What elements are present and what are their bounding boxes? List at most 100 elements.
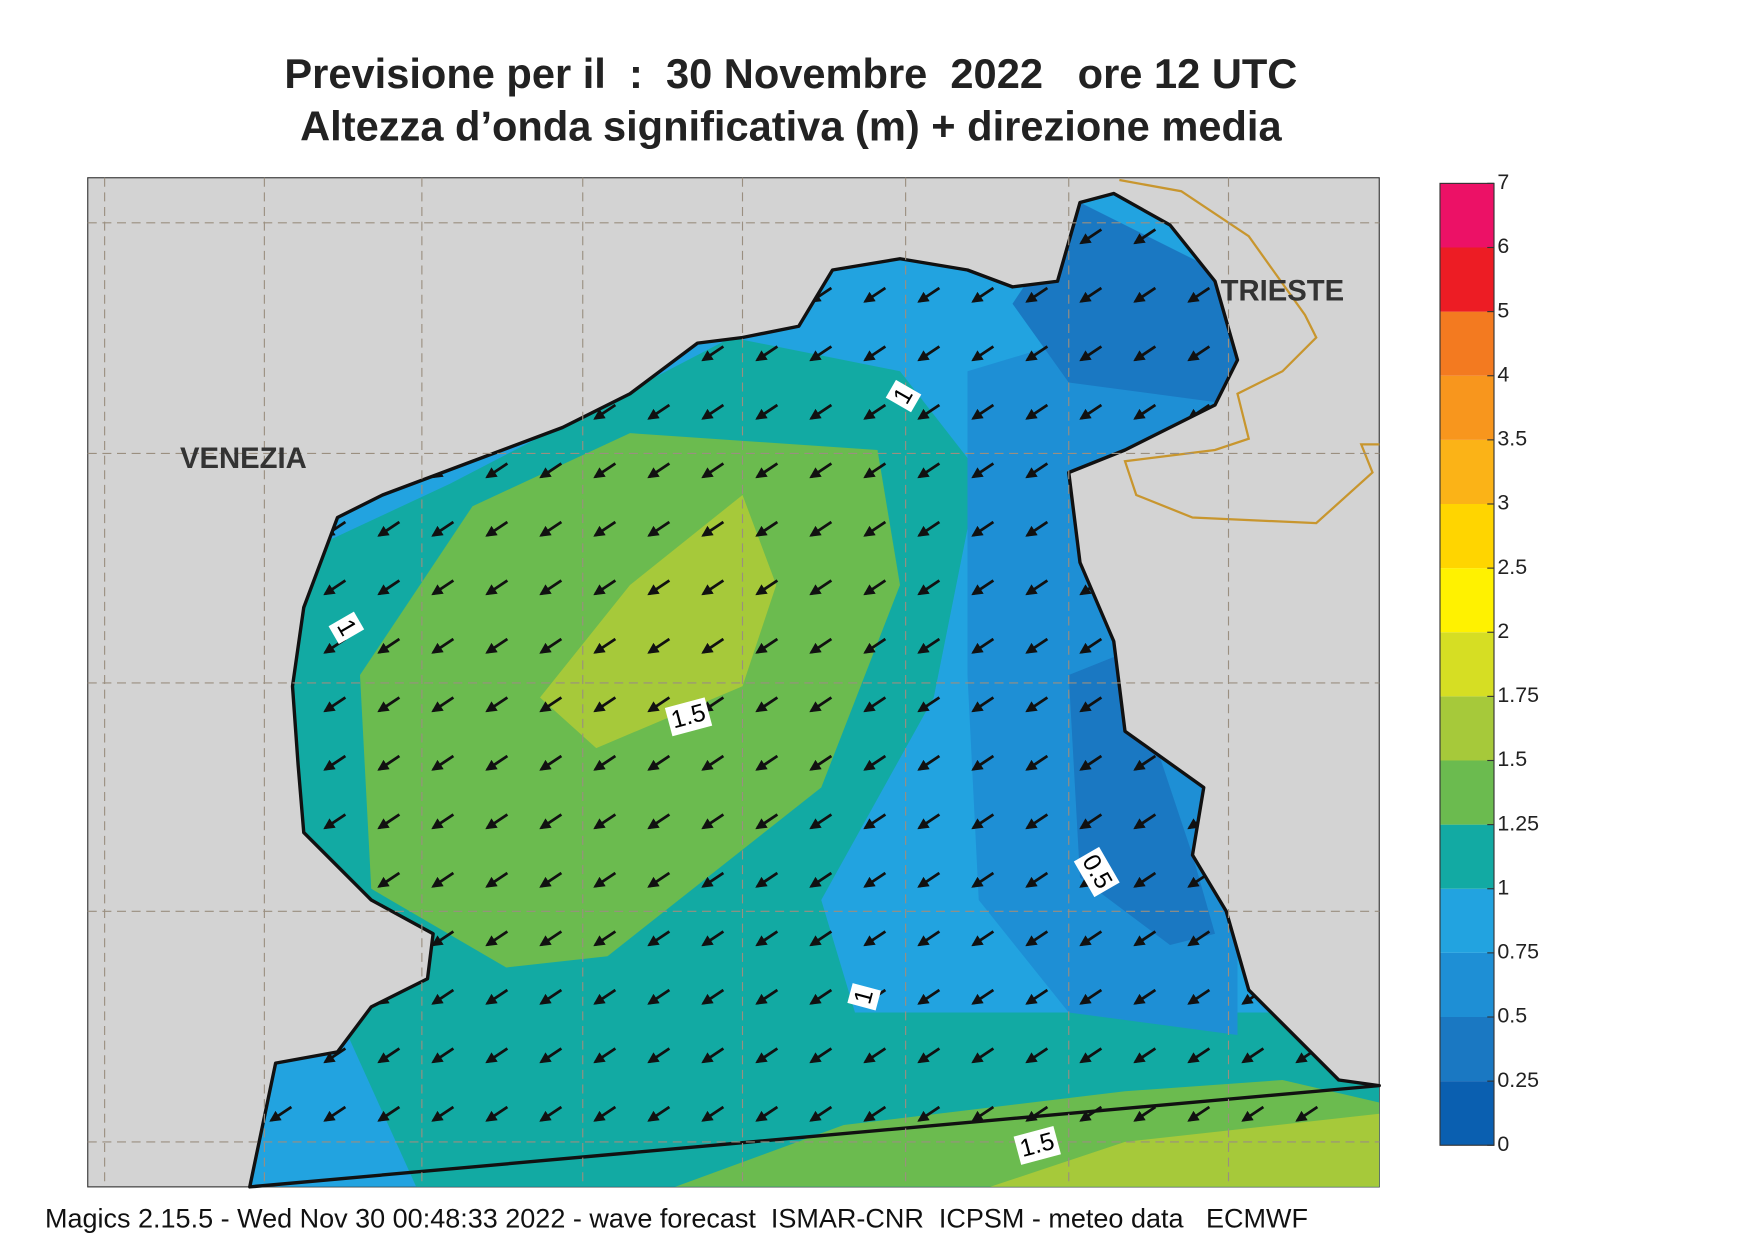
- direction-arrow: [755, 871, 779, 888]
- colorbar-label: 7: [1497, 170, 1509, 194]
- colorbar-label: 0.75: [1497, 940, 1539, 964]
- colorbar-band: [1440, 1017, 1494, 1082]
- direction-arrow: [539, 754, 563, 771]
- colorbar-label: 5: [1497, 298, 1509, 322]
- colorbar-band: [1440, 952, 1494, 1017]
- direction-arrow: [1133, 754, 1157, 771]
- direction-arrow: [1133, 930, 1157, 947]
- direction-arrow: [377, 813, 401, 830]
- contour-label: 1: [847, 983, 881, 1011]
- direction-arrow: [647, 403, 671, 420]
- direction-arrow: [971, 871, 995, 888]
- direction-arrow: [755, 520, 779, 537]
- direction-arrow: [1025, 871, 1049, 888]
- colorbar-label: 1.25: [1497, 811, 1539, 835]
- zone: [540, 495, 777, 749]
- zone: [990, 1113, 1380, 1187]
- label-box: [1073, 846, 1120, 898]
- direction-arrow: [539, 579, 563, 596]
- direction-arrow: [1133, 1105, 1157, 1122]
- colorbar-band: [1440, 247, 1494, 312]
- direction-arrow: [1133, 871, 1157, 888]
- direction-arrow: [701, 1047, 725, 1064]
- direction-arrow: [647, 988, 671, 1005]
- direction-arrow: [593, 988, 617, 1005]
- colorbar-label: 3: [1497, 491, 1509, 515]
- direction-arrow: [485, 520, 509, 537]
- direction-arrow: [1025, 696, 1049, 713]
- graticule: [87, 177, 1380, 1187]
- direction-arrow: [917, 286, 941, 303]
- direction-arrow: [1133, 988, 1157, 1005]
- direction-arrow: [917, 988, 941, 1005]
- direction-arrow: [485, 1047, 509, 1064]
- direction-arrow: [1187, 930, 1211, 947]
- direction-arrow: [971, 345, 995, 362]
- colorbar-band: [1440, 568, 1494, 633]
- direction-arrow: [1079, 1047, 1103, 1064]
- direction-arrow: [971, 462, 995, 479]
- direction-arrow: [1025, 637, 1049, 654]
- title: Previsione per il : 30 Novembre 2022 ore…: [284, 50, 1297, 97]
- direction-arrow: [485, 988, 509, 1005]
- coastline: [248, 191, 1381, 1189]
- direction-arrow: [1025, 345, 1049, 362]
- direction-arrow: [647, 696, 671, 713]
- label-box: [847, 983, 881, 1011]
- colorbar-band: [1440, 439, 1494, 504]
- direction-arrow: [863, 286, 887, 303]
- direction-arrow: [323, 696, 347, 713]
- direction-arrow: [1079, 345, 1103, 362]
- direction-arrow: [269, 1105, 293, 1122]
- direction-arrow: [971, 930, 995, 947]
- direction-arrow: [917, 345, 941, 362]
- label-box: [328, 611, 365, 645]
- direction-arrow: [809, 754, 833, 771]
- direction-arrow: [917, 1047, 941, 1064]
- direction-arrow: [593, 462, 617, 479]
- direction-arrow: [1187, 286, 1211, 303]
- direction-arrow: [755, 579, 779, 596]
- direction-arrow: [863, 462, 887, 479]
- colorbar-label: 4: [1497, 362, 1509, 386]
- direction-arrow: [431, 813, 455, 830]
- direction-arrow: [701, 754, 725, 771]
- direction-arrow: [755, 1047, 779, 1064]
- direction-arrow: [755, 813, 779, 830]
- direction-arrow: [701, 988, 725, 1005]
- direction-arrow: [323, 579, 347, 596]
- direction-arrow: [971, 696, 995, 713]
- direction-arrow: [647, 813, 671, 830]
- direction-arrow: [917, 1105, 941, 1122]
- direction-arrow: [431, 637, 455, 654]
- direction-arrow: [809, 462, 833, 479]
- direction-arrow: [485, 813, 509, 830]
- direction-arrow: [431, 1047, 455, 1064]
- direction-arrow: [1079, 754, 1103, 771]
- direction-arrow: [701, 403, 725, 420]
- place-label: TRIESTE: [1221, 275, 1345, 307]
- direction-arrow: [431, 871, 455, 888]
- direction-arrow: [1133, 345, 1157, 362]
- direction-arrow: [755, 403, 779, 420]
- direction-arrow: [917, 637, 941, 654]
- direction-arrow: [755, 930, 779, 947]
- colorbar-band: [1440, 183, 1494, 248]
- direction-arrow: [647, 930, 671, 947]
- direction-arrow: [863, 813, 887, 830]
- direction-arrow: [593, 1105, 617, 1122]
- direction-arrow: [593, 696, 617, 713]
- direction-arrow: [539, 1105, 563, 1122]
- direction-arrow: [863, 1105, 887, 1122]
- colorbar-label: 1.75: [1497, 683, 1539, 707]
- footer: Magics 2.15.5 - Wed Nov 30 00:48:33 2022…: [45, 1203, 1308, 1233]
- direction-arrow: [485, 696, 509, 713]
- direction-arrow: [377, 871, 401, 888]
- direction-arrow: [647, 754, 671, 771]
- direction-arrow: [485, 637, 509, 654]
- direction-arrow: [971, 813, 995, 830]
- colorbar-band: [1440, 504, 1494, 569]
- direction-arrow: [1079, 988, 1103, 1005]
- direction-arrow: [863, 871, 887, 888]
